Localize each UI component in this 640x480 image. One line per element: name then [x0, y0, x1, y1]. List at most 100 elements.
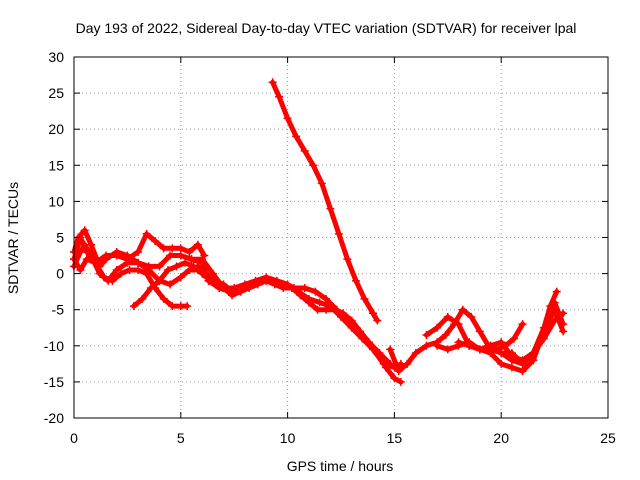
data-point — [82, 255, 91, 264]
data-point — [518, 320, 527, 329]
y-tick-label: 15 — [48, 157, 64, 173]
data-point — [292, 132, 301, 141]
data-point — [279, 280, 288, 289]
data-point — [268, 78, 277, 87]
data-point — [275, 92, 284, 101]
data-point — [166, 280, 175, 289]
data-point — [283, 114, 292, 123]
data-point — [507, 352, 516, 361]
series-arc-7 — [193, 262, 405, 386]
data-point — [247, 280, 256, 289]
axes: 0 5 10 15 20 25 -20 -15 -10 -5 0 5 10 15 20 25 30 — [44, 49, 616, 446]
data-point — [134, 247, 143, 256]
data-point — [202, 269, 211, 278]
data-point — [433, 323, 442, 332]
x-tick-label: 10 — [280, 430, 296, 446]
data-point — [313, 305, 322, 314]
data-point — [112, 265, 121, 274]
data-point — [300, 146, 309, 155]
data-point — [381, 363, 390, 372]
data-point — [529, 349, 538, 358]
data-point — [443, 312, 452, 321]
data-point — [552, 287, 561, 296]
data-point — [159, 244, 168, 253]
data-point — [193, 262, 202, 271]
data-point — [87, 251, 96, 260]
x-axis-label: GPS time / hours — [287, 458, 394, 474]
data-point — [172, 262, 181, 271]
data-point — [176, 273, 185, 282]
series-line — [195, 263, 404, 385]
y-axis-label: SDTVAR / TECUs — [5, 182, 21, 294]
series-arc-9 — [268, 78, 382, 325]
data-point — [296, 291, 305, 300]
series-arc-14 — [486, 287, 561, 365]
data-point — [394, 367, 403, 376]
data-point — [151, 237, 160, 246]
data-point — [168, 244, 177, 253]
data-point — [76, 265, 85, 274]
data-point — [317, 179, 326, 188]
data-point — [458, 305, 467, 314]
data-point — [343, 255, 352, 264]
data-point — [80, 240, 89, 249]
data-point — [518, 367, 527, 376]
data-point — [185, 265, 194, 274]
data-point — [204, 276, 213, 285]
data-point — [454, 320, 463, 329]
data-point — [386, 359, 395, 368]
data-point — [123, 251, 132, 260]
data-point — [125, 265, 134, 274]
data-point — [373, 316, 382, 325]
data-point — [134, 258, 143, 267]
y-tick-label: 20 — [48, 121, 64, 137]
data-point — [290, 284, 299, 293]
data-point — [146, 284, 155, 293]
data-point — [529, 356, 538, 365]
y-tick-label: -10 — [44, 338, 64, 354]
data-point — [181, 258, 190, 267]
data-point — [375, 349, 384, 358]
data-point — [486, 349, 495, 358]
data-point — [185, 247, 194, 256]
data-point — [166, 251, 175, 260]
data-point — [309, 161, 318, 170]
data-point — [123, 258, 132, 267]
data-point — [322, 294, 331, 303]
data-point — [193, 240, 202, 249]
data-point — [176, 251, 185, 260]
data-point — [497, 338, 506, 347]
data-point — [300, 284, 309, 293]
y-tick-label: 10 — [48, 193, 64, 209]
data-point — [364, 338, 373, 347]
data-point — [443, 345, 452, 354]
data-point — [507, 363, 516, 372]
series-line — [387, 307, 526, 374]
data-point — [396, 377, 405, 386]
data-point — [142, 229, 151, 238]
data-point — [497, 359, 506, 368]
data-point — [486, 341, 495, 350]
data-point — [343, 316, 352, 325]
x-tick-label: 0 — [70, 430, 78, 446]
y-tick-label: 30 — [48, 49, 64, 65]
data-point — [332, 305, 341, 314]
x-tick-label: 15 — [387, 430, 403, 446]
data-point — [390, 374, 399, 383]
data-point — [155, 276, 164, 285]
data-point — [159, 294, 168, 303]
data-point — [411, 349, 420, 358]
data-point — [268, 276, 277, 285]
data-point — [539, 323, 548, 332]
data-point — [369, 309, 378, 318]
data-point — [360, 294, 369, 303]
data-point — [215, 284, 224, 293]
data-point — [475, 345, 484, 354]
data-point — [510, 334, 519, 343]
data-point — [422, 341, 431, 350]
y-tick-label: -5 — [52, 302, 65, 318]
data-point — [108, 276, 117, 285]
data-point — [155, 262, 164, 271]
data-point — [403, 359, 412, 368]
